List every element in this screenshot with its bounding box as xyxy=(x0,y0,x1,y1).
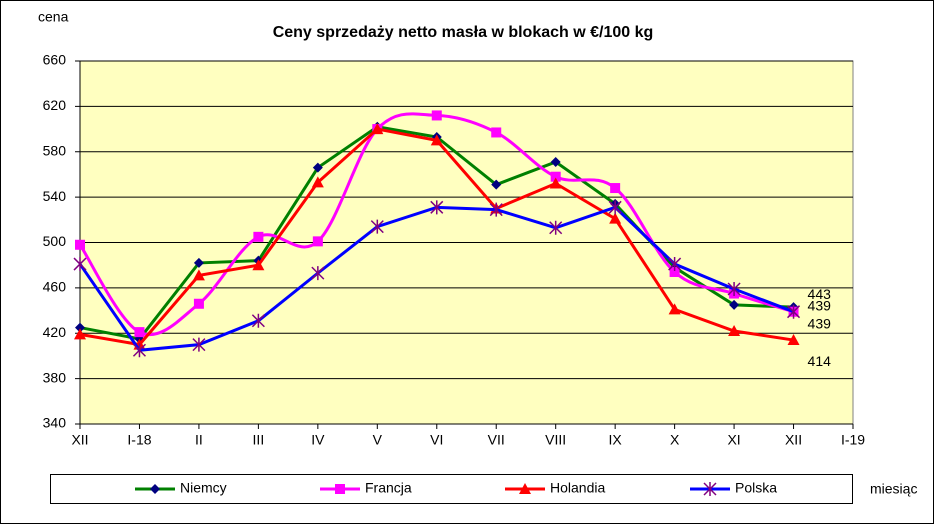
point-marker xyxy=(134,327,145,338)
point-marker xyxy=(491,127,502,138)
x-tick-label: XI xyxy=(727,432,740,448)
point-marker xyxy=(491,179,502,190)
data-label: 414 xyxy=(808,353,832,369)
legend-marker xyxy=(703,482,717,496)
point-marker xyxy=(370,219,384,234)
x-tick-label: V xyxy=(373,432,383,448)
point-marker xyxy=(610,183,621,194)
x-tick-label: II xyxy=(195,432,203,448)
y-tick-label: 500 xyxy=(43,233,67,249)
chart-title: Ceny sprzedaży netto masła w blokach w €… xyxy=(273,24,654,41)
y-tick-label: 620 xyxy=(43,97,67,113)
x-tick-label: VIII xyxy=(545,432,566,448)
legend-marker xyxy=(335,484,345,494)
y-axis-label: cena xyxy=(38,9,69,25)
point-marker xyxy=(430,200,444,215)
y-tick-label: 380 xyxy=(43,369,67,385)
point-marker xyxy=(193,257,204,268)
point-marker xyxy=(609,212,622,224)
point-marker xyxy=(312,236,323,247)
point-marker xyxy=(787,304,801,319)
point-marker xyxy=(727,282,741,297)
x-tick-label: I-18 xyxy=(127,432,151,448)
point-marker xyxy=(787,334,800,346)
point-marker xyxy=(252,259,265,271)
y-tick-label: 340 xyxy=(43,415,67,431)
point-marker xyxy=(73,257,87,272)
point-marker xyxy=(192,337,206,352)
legend-label: Polska xyxy=(735,480,777,496)
point-marker xyxy=(430,134,443,146)
x-tick-label: VII xyxy=(488,432,505,448)
legend-label: Niemcy xyxy=(180,480,227,496)
y-tick-label: 540 xyxy=(43,188,67,204)
point-marker xyxy=(431,110,442,121)
x-tick-label: VI xyxy=(430,432,443,448)
point-marker xyxy=(729,299,740,310)
point-marker xyxy=(75,322,85,333)
legend-marker xyxy=(150,484,160,494)
point-marker xyxy=(728,324,741,336)
x-tick-label: I-19 xyxy=(841,432,865,448)
point-marker xyxy=(253,231,264,242)
data-label: 443 xyxy=(808,286,832,302)
point-marker xyxy=(550,156,561,167)
point-marker xyxy=(312,162,323,173)
legend-label: Holandia xyxy=(550,480,605,496)
data-label: 439 xyxy=(808,315,832,331)
point-marker xyxy=(668,303,681,315)
y-tick-label: 460 xyxy=(43,279,67,295)
x-tick-label: XII xyxy=(71,432,88,448)
point-marker xyxy=(193,298,204,309)
x-tick-label: IX xyxy=(609,432,623,448)
point-marker xyxy=(489,202,503,217)
point-marker xyxy=(608,200,622,215)
point-marker xyxy=(251,313,265,328)
point-marker xyxy=(74,328,86,340)
legend-marker xyxy=(519,483,531,494)
x-tick-label: X xyxy=(670,432,680,448)
point-marker xyxy=(549,177,562,189)
y-tick-label: 660 xyxy=(43,52,67,68)
point-marker xyxy=(668,257,682,272)
legend-label: Francja xyxy=(365,480,412,496)
x-tick-label: IV xyxy=(311,432,325,448)
point-marker xyxy=(311,266,325,281)
point-marker xyxy=(669,266,680,277)
point-marker xyxy=(192,269,205,281)
x-tick-label: III xyxy=(253,432,265,448)
point-marker xyxy=(550,171,561,182)
point-marker xyxy=(132,343,146,358)
point-marker xyxy=(371,123,384,135)
data-label: 439 xyxy=(808,297,832,313)
point-marker xyxy=(311,176,324,188)
point-marker xyxy=(549,220,563,235)
x-axis-label: miesiąc xyxy=(870,481,917,497)
x-tick-label: XII xyxy=(785,432,802,448)
y-tick-label: 420 xyxy=(43,324,67,340)
point-marker xyxy=(75,239,85,250)
y-tick-label: 580 xyxy=(43,142,67,158)
